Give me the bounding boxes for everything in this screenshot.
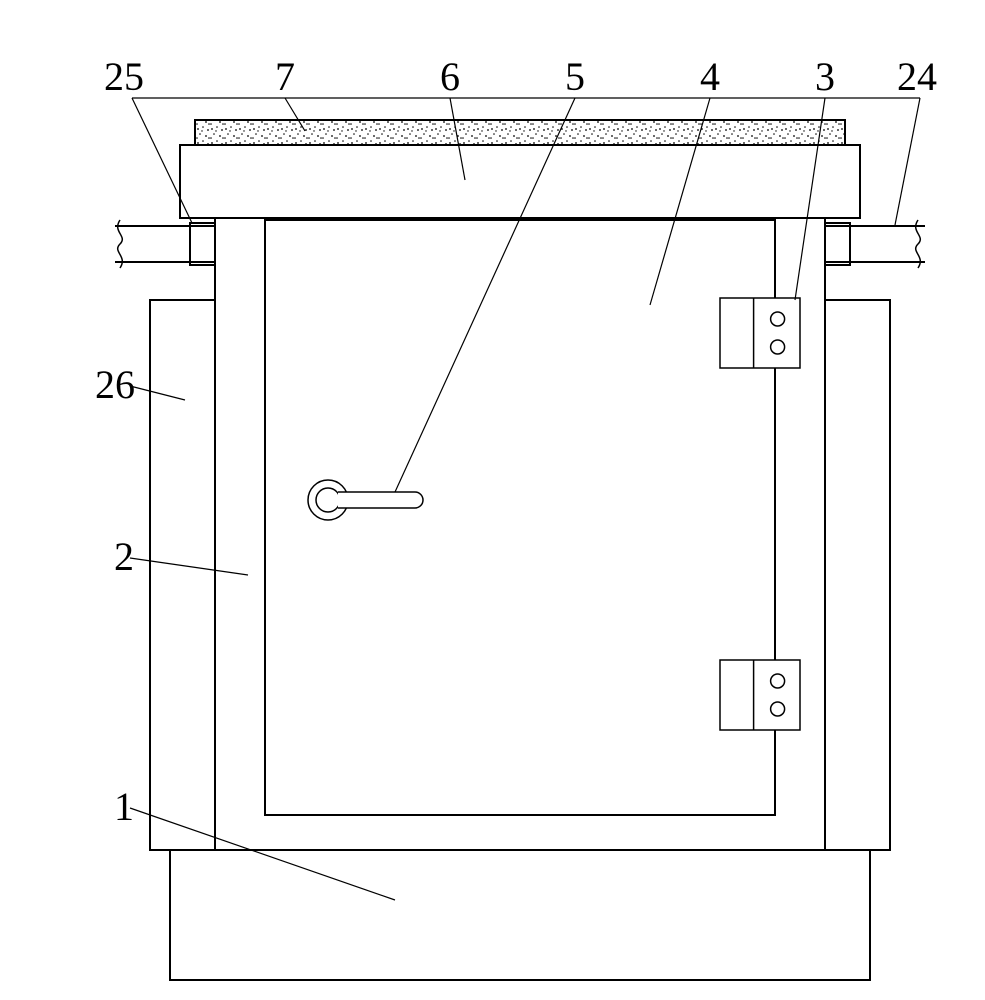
label-3: 3: [815, 54, 835, 99]
base-block: [170, 850, 870, 980]
hinge-1: [720, 660, 800, 730]
hatched-top: [195, 120, 845, 145]
side-panel-left: [150, 300, 215, 850]
side-panel-right: [825, 300, 890, 850]
pipe-left-connector: [190, 223, 215, 265]
door-panel: [265, 220, 775, 815]
label-24: 24: [897, 54, 937, 99]
label-25: 25: [104, 54, 144, 99]
label-1: 1: [114, 784, 134, 829]
top-cover: [180, 145, 860, 218]
label-4: 4: [700, 54, 720, 99]
hinge-0: [720, 298, 800, 368]
label-6: 6: [440, 54, 460, 99]
label-2: 2: [114, 534, 134, 579]
pipe-right-connector: [825, 223, 850, 265]
label-5: 5: [565, 54, 585, 99]
label-26: 26: [95, 362, 135, 407]
engineering-diagram: 25 7 6 5 4 3 24 26 2 1: [0, 0, 985, 1000]
label-7: 7: [275, 54, 295, 99]
shapes-layer: [115, 120, 925, 980]
